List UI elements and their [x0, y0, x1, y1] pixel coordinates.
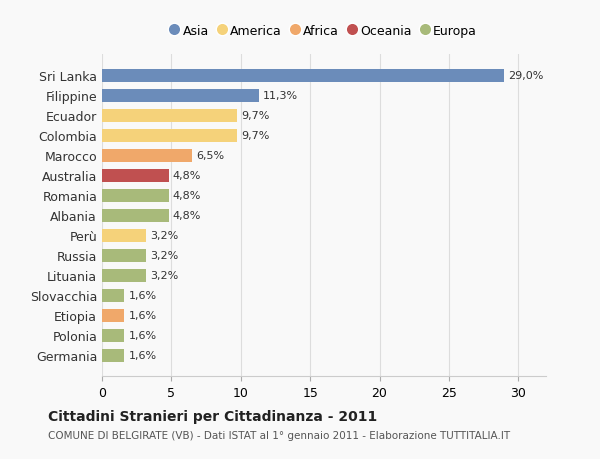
Text: 29,0%: 29,0%	[509, 71, 544, 81]
Bar	[102, 289, 124, 302]
Bar	[102, 349, 124, 362]
Text: 1,6%: 1,6%	[128, 330, 157, 340]
Text: 3,2%: 3,2%	[151, 251, 179, 261]
Bar	[102, 70, 505, 83]
Bar	[102, 209, 169, 222]
Bar	[102, 309, 124, 322]
Text: 9,7%: 9,7%	[241, 131, 269, 141]
Bar	[102, 249, 146, 262]
Text: 4,8%: 4,8%	[173, 211, 201, 221]
Bar	[102, 90, 259, 102]
Text: COMUNE DI BELGIRATE (VB) - Dati ISTAT al 1° gennaio 2011 - Elaborazione TUTTITAL: COMUNE DI BELGIRATE (VB) - Dati ISTAT al…	[48, 431, 510, 440]
Text: 4,8%: 4,8%	[173, 191, 201, 201]
Bar	[102, 269, 146, 282]
Bar	[102, 189, 169, 202]
Text: 6,5%: 6,5%	[196, 151, 224, 161]
Bar	[102, 229, 146, 242]
Text: 3,2%: 3,2%	[151, 231, 179, 241]
Text: Cittadini Stranieri per Cittadinanza - 2011: Cittadini Stranieri per Cittadinanza - 2…	[48, 409, 377, 423]
Bar	[102, 329, 124, 342]
Legend: Asia, America, Africa, Oceania, Europa: Asia, America, Africa, Oceania, Europa	[166, 20, 482, 43]
Text: 1,6%: 1,6%	[128, 350, 157, 360]
Text: 4,8%: 4,8%	[173, 171, 201, 181]
Bar	[102, 150, 192, 162]
Text: 1,6%: 1,6%	[128, 291, 157, 301]
Bar	[102, 110, 236, 123]
Text: 1,6%: 1,6%	[128, 310, 157, 320]
Text: 3,2%: 3,2%	[151, 270, 179, 280]
Text: 11,3%: 11,3%	[263, 91, 298, 101]
Bar	[102, 169, 169, 182]
Text: 9,7%: 9,7%	[241, 111, 269, 121]
Bar	[102, 129, 236, 142]
